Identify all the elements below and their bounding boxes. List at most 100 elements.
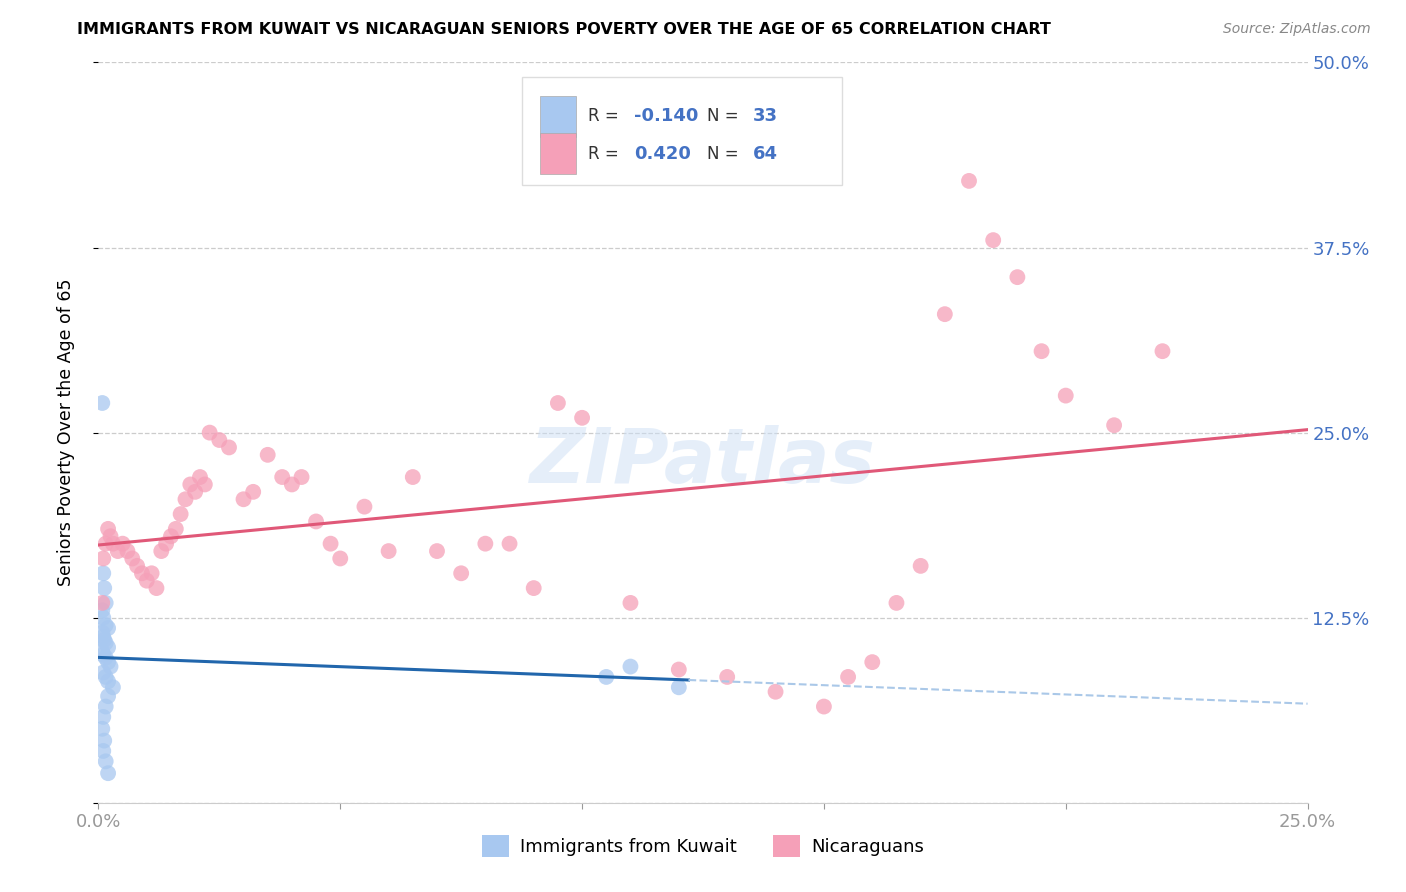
Point	[121, 551, 143, 566]
Point	[91, 710, 114, 724]
Point	[141, 566, 163, 581]
Point	[1054, 388, 1077, 402]
Point	[101, 681, 124, 695]
Point	[305, 515, 328, 529]
Point	[94, 596, 117, 610]
Point	[91, 603, 114, 617]
Point	[523, 581, 546, 595]
Text: ZIPatlas: ZIPatlas	[530, 425, 876, 500]
Point	[91, 648, 114, 662]
Point	[377, 544, 399, 558]
Point	[97, 689, 120, 703]
Point	[402, 470, 425, 484]
Point	[107, 544, 129, 558]
Point	[668, 663, 690, 677]
Point	[145, 581, 167, 595]
Point	[571, 410, 593, 425]
Point	[188, 470, 211, 484]
Point	[91, 610, 114, 624]
Point	[160, 529, 183, 543]
Point	[94, 618, 117, 632]
Point	[93, 632, 115, 647]
Point	[150, 544, 173, 558]
Point	[595, 670, 617, 684]
Point	[860, 655, 883, 669]
Point	[256, 448, 278, 462]
Text: 64: 64	[752, 145, 778, 162]
Point	[184, 484, 207, 499]
Point	[174, 492, 197, 507]
Point	[91, 566, 114, 581]
Y-axis label: Seniors Poverty Over the Age of 65: Seniors Poverty Over the Age of 65	[56, 279, 75, 586]
Point	[886, 596, 908, 610]
Point	[1102, 418, 1125, 433]
Point	[426, 544, 449, 558]
Point	[91, 551, 114, 566]
Point	[668, 681, 690, 695]
Point	[117, 544, 139, 558]
Point	[91, 722, 114, 736]
Point	[169, 507, 191, 521]
FancyBboxPatch shape	[540, 133, 576, 174]
FancyBboxPatch shape	[522, 78, 842, 185]
Point	[97, 640, 120, 655]
Point	[91, 630, 114, 644]
Point	[94, 636, 117, 650]
Point	[837, 670, 859, 684]
Point	[94, 699, 117, 714]
Text: -0.140: -0.140	[634, 108, 699, 126]
Point	[547, 396, 569, 410]
Text: R =: R =	[588, 108, 624, 126]
Point	[111, 536, 134, 550]
Point	[91, 665, 114, 680]
Point	[100, 529, 122, 543]
Point	[716, 670, 738, 684]
Point	[194, 477, 217, 491]
Point	[94, 650, 117, 665]
Point	[329, 551, 352, 566]
Point	[179, 477, 201, 491]
Point	[208, 433, 231, 447]
Point	[981, 233, 1004, 247]
Point	[1152, 344, 1174, 359]
Text: Source: ZipAtlas.com: Source: ZipAtlas.com	[1223, 22, 1371, 37]
Point	[91, 645, 114, 659]
Point	[813, 699, 835, 714]
Point	[94, 755, 117, 769]
Point	[91, 625, 114, 640]
Point	[101, 536, 124, 550]
Point	[165, 522, 187, 536]
Point	[97, 655, 120, 669]
Point	[94, 670, 117, 684]
Point	[271, 470, 294, 484]
Point	[94, 536, 117, 550]
Point	[155, 536, 177, 550]
Text: IMMIGRANTS FROM KUWAIT VS NICARAGUAN SENIORS POVERTY OVER THE AGE OF 65 CORRELAT: IMMIGRANTS FROM KUWAIT VS NICARAGUAN SEN…	[77, 22, 1052, 37]
Text: N =: N =	[707, 145, 744, 162]
Point	[242, 484, 264, 499]
Point	[353, 500, 375, 514]
Point	[474, 536, 496, 550]
Point	[619, 659, 641, 673]
Point	[97, 766, 120, 780]
Point	[218, 441, 240, 455]
Point	[1007, 270, 1029, 285]
Point	[100, 659, 122, 673]
Point	[290, 470, 312, 484]
Point	[127, 558, 149, 573]
Text: R =: R =	[588, 145, 624, 162]
Point	[498, 536, 520, 550]
Point	[910, 558, 932, 573]
Point	[934, 307, 956, 321]
Point	[957, 174, 980, 188]
Point	[232, 492, 254, 507]
Point	[91, 396, 114, 410]
Point	[319, 536, 342, 550]
Point	[131, 566, 153, 581]
Point	[619, 596, 641, 610]
Point	[198, 425, 221, 440]
Text: N =: N =	[707, 108, 744, 126]
Point	[97, 621, 120, 635]
Point	[91, 744, 114, 758]
Point	[281, 477, 304, 491]
